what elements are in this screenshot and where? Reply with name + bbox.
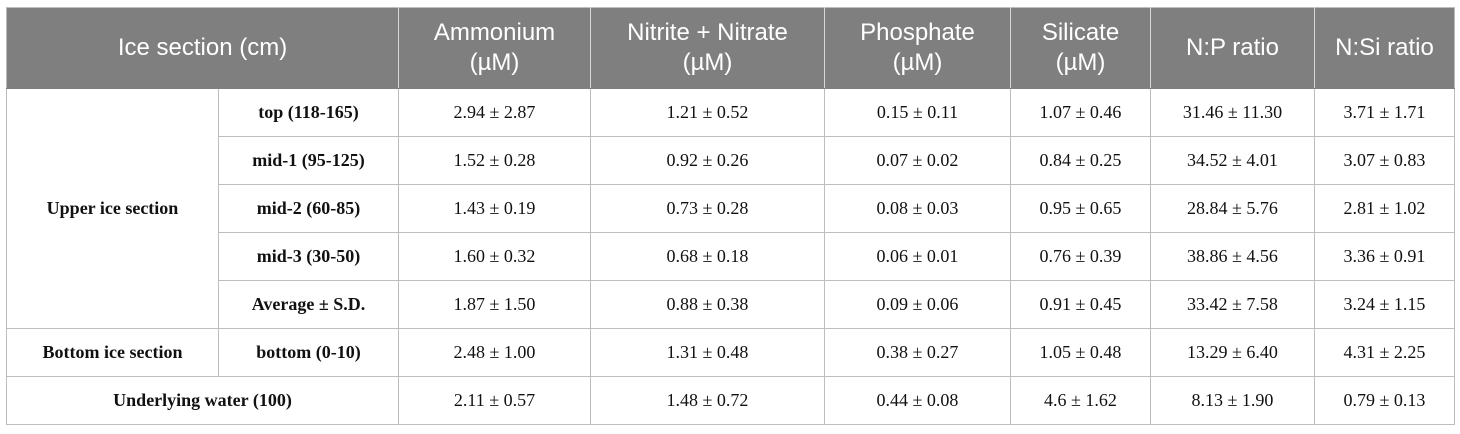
cell-np-ratio: 28.84 ± 5.76	[1150, 184, 1315, 233]
cell-np-ratio: 34.52 ± 4.01	[1150, 136, 1315, 185]
cell-nitrite-nitrate: 1.48 ± 0.72	[590, 376, 825, 425]
cell-silicate: 0.95 ± 0.65	[1010, 184, 1151, 233]
cell-nitrite-nitrate: 0.68 ± 0.18	[590, 232, 825, 281]
table-row: mid-1 (95-125) 1.52 ± 0.28 0.92 ± 0.26 0…	[7, 136, 1455, 185]
header-nitrite-nitrate-unit: (µM)	[682, 49, 733, 76]
cell-phosphate: 0.38 ± 0.27	[824, 328, 1011, 377]
cell-ammonium: 2.48 ± 1.00	[398, 328, 591, 377]
cell-nitrite-nitrate: 0.88 ± 0.38	[590, 280, 825, 329]
header-ammonium: Ammonium (µM)	[398, 7, 591, 89]
cell-nitrite-nitrate: 0.73 ± 0.28	[590, 184, 825, 233]
cell-silicate: 1.05 ± 0.48	[1010, 328, 1151, 377]
cell-nsi-ratio: 3.71 ± 1.71	[1314, 88, 1455, 137]
nutrient-table: Ice section (cm) Ammonium (µM) Nitrite + …	[6, 7, 1455, 425]
cell-phosphate: 0.15 ± 0.11	[824, 88, 1011, 137]
cell-ammonium: 2.94 ± 2.87	[398, 88, 591, 137]
cell-silicate: 1.07 ± 0.46	[1010, 88, 1151, 137]
row-label: mid-1 (95-125)	[218, 136, 399, 185]
table-row: mid-2 (60-85) 1.43 ± 0.19 0.73 ± 0.28 0.…	[7, 184, 1455, 233]
cell-ammonium: 1.87 ± 1.50	[398, 280, 591, 329]
group-label-upper: Upper ice section	[6, 88, 219, 329]
cell-phosphate: 0.44 ± 0.08	[824, 376, 1011, 425]
cell-nsi-ratio: 4.31 ± 2.25	[1314, 328, 1455, 377]
header-silicate: Silicate (µM)	[1010, 7, 1151, 89]
table-row: mid-3 (30-50) 1.60 ± 0.32 0.68 ± 0.18 0.…	[7, 232, 1455, 281]
header-silicate-unit: (µM)	[1055, 49, 1106, 76]
header-nsi-ratio: N:Si ratio	[1314, 7, 1455, 89]
header-ammonium-unit: (µM)	[469, 49, 520, 76]
cell-ammonium: 1.52 ± 0.28	[398, 136, 591, 185]
row-label: mid-2 (60-85)	[218, 184, 399, 233]
header-silicate-name: Silicate	[1041, 19, 1120, 46]
group-label-water: Underlying water (100)	[6, 376, 399, 425]
header-phosphate: Phosphate (µM)	[824, 7, 1011, 89]
header-phosphate-name: Phosphate	[860, 19, 975, 46]
row-label: mid-3 (30-50)	[218, 232, 399, 281]
cell-silicate: 0.84 ± 0.25	[1010, 136, 1151, 185]
group-label-bottom: Bottom ice section	[6, 328, 219, 377]
row-label: Average ± S.D.	[218, 280, 399, 329]
header-np-ratio: N:P ratio	[1150, 7, 1315, 89]
cell-nsi-ratio: 3.07 ± 0.83	[1314, 136, 1455, 185]
cell-nsi-ratio: 3.36 ± 0.91	[1314, 232, 1455, 281]
header-nitrite-nitrate: Nitrite + Nitrate (µM)	[590, 7, 825, 89]
table-row: Average ± S.D. 1.87 ± 1.50 0.88 ± 0.38 0…	[7, 280, 1455, 329]
row-label: top (118-165)	[218, 88, 399, 137]
cell-ammonium: 2.11 ± 0.57	[398, 376, 591, 425]
cell-np-ratio: 8.13 ± 1.90	[1150, 376, 1315, 425]
cell-nsi-ratio: 0.79 ± 0.13	[1314, 376, 1455, 425]
header-ammonium-name: Ammonium	[433, 19, 556, 46]
cell-silicate: 4.6 ± 1.62	[1010, 376, 1151, 425]
cell-phosphate: 0.09 ± 0.06	[824, 280, 1011, 329]
header-phosphate-unit: (µM)	[892, 49, 943, 76]
cell-nsi-ratio: 2.81 ± 1.02	[1314, 184, 1455, 233]
cell-phosphate: 0.08 ± 0.03	[824, 184, 1011, 233]
cell-silicate: 0.91 ± 0.45	[1010, 280, 1151, 329]
cell-ammonium: 1.43 ± 0.19	[398, 184, 591, 233]
header-ice-section: Ice section (cm)	[6, 7, 399, 89]
table-row: Upper ice section top (118-165) 2.94 ± 2…	[6, 88, 1455, 329]
cell-silicate: 0.76 ± 0.39	[1010, 232, 1151, 281]
cell-np-ratio: 38.86 ± 4.56	[1150, 232, 1315, 281]
cell-phosphate: 0.07 ± 0.02	[824, 136, 1011, 185]
cell-nsi-ratio: 3.24 ± 1.15	[1314, 280, 1455, 329]
cell-nitrite-nitrate: 1.31 ± 0.48	[590, 328, 825, 377]
cell-ammonium: 1.60 ± 0.32	[398, 232, 591, 281]
header-row: Ice section (cm) Ammonium (µM) Nitrite + …	[6, 7, 1455, 89]
cell-np-ratio: 31.46 ± 11.30	[1150, 88, 1315, 137]
cell-np-ratio: 33.42 ± 7.58	[1150, 280, 1315, 329]
cell-phosphate: 0.06 ± 0.01	[824, 232, 1011, 281]
cell-np-ratio: 13.29 ± 6.40	[1150, 328, 1315, 377]
row-label: bottom (0-10)	[218, 328, 399, 377]
table-row: Underlying water (100) 2.11 ± 0.57 1.48 …	[6, 376, 1455, 425]
cell-nitrite-nitrate: 1.21 ± 0.52	[590, 88, 825, 137]
cell-nitrite-nitrate: 0.92 ± 0.26	[590, 136, 825, 185]
header-nitrite-nitrate-name: Nitrite + Nitrate	[627, 19, 788, 46]
table-row: Bottom ice section bottom (0-10) 2.48 ± …	[6, 328, 1455, 377]
